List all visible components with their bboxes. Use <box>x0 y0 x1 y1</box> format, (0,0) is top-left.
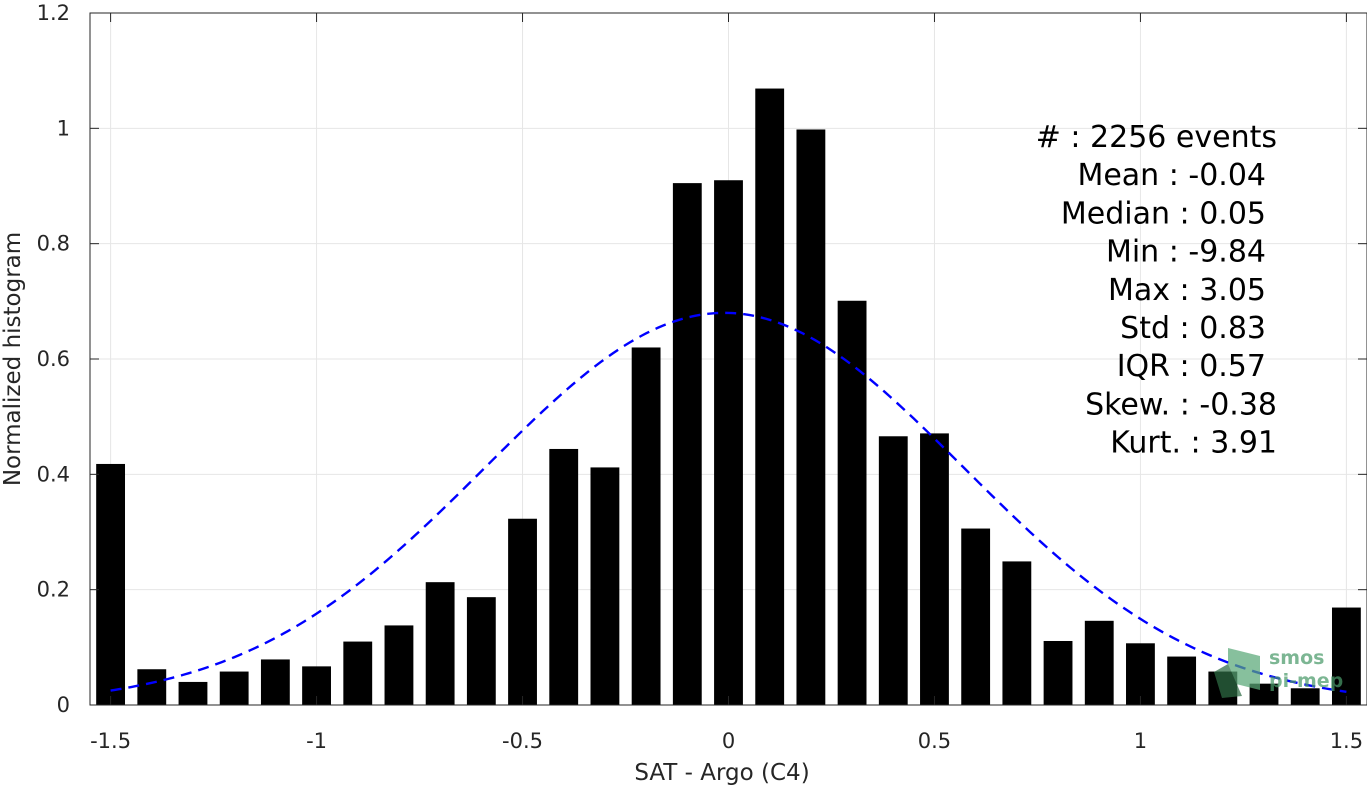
stat-line: # : 2256 events <box>1036 120 1277 155</box>
logo-cube-icon <box>1228 648 1260 690</box>
y-tick-label: 1 <box>57 116 70 140</box>
histogram-bar <box>178 681 208 705</box>
histogram-bar <box>961 528 991 705</box>
histogram-bar <box>384 625 414 705</box>
stat-line: IQR : 0.57 <box>1117 349 1266 384</box>
histogram-bar <box>96 463 126 705</box>
x-tick-label: -0.5 <box>502 729 543 753</box>
histogram-bar <box>755 88 785 705</box>
y-tick-label: 0.2 <box>37 578 70 602</box>
x-tick-label: 0.5 <box>918 729 951 753</box>
histogram-bar <box>1331 607 1361 705</box>
histogram-bar <box>878 436 908 705</box>
histogram-bar <box>1043 640 1073 705</box>
logo-text-pi-mep: pi-mep <box>1269 670 1343 692</box>
stat-line: Kurt. : 3.91 <box>1110 426 1277 461</box>
histogram-bar <box>1002 561 1032 705</box>
stat-line: Std : 0.83 <box>1120 311 1266 346</box>
histogram-bar <box>672 183 702 705</box>
histogram-bar <box>590 467 620 705</box>
histogram-bar <box>549 448 579 705</box>
histogram-bar <box>796 129 826 705</box>
histogram-bar <box>508 518 537 705</box>
logo-text-smos: smos <box>1269 647 1324 669</box>
stat-line: Min : -9.84 <box>1106 235 1266 270</box>
histogram-bar <box>219 671 249 705</box>
x-axis-ticks <box>110 13 1347 705</box>
y-tick-label: 1.2 <box>37 1 70 25</box>
stat-line: Skew. : -0.38 <box>1085 387 1277 422</box>
stat-line: Median : 0.05 <box>1061 196 1266 231</box>
histogram-bar <box>466 597 496 705</box>
logo-cube-side <box>1214 664 1242 698</box>
x-axis-label: SAT - Argo (C4) <box>634 760 809 786</box>
histogram-bar <box>425 582 455 705</box>
histogram-bar <box>631 347 661 705</box>
histogram-bar <box>260 659 290 705</box>
histogram-bar <box>1084 620 1114 705</box>
plot-frame <box>89 12 1367 706</box>
x-tick-label: 0 <box>722 729 735 753</box>
y-tick-label: 0 <box>57 693 70 717</box>
x-axis-tick-labels: -1.5 -1 -0.5 0 0.5 1 1.5 <box>90 729 1363 753</box>
stat-line: Max : 3.05 <box>1108 273 1266 308</box>
histogram-bar <box>837 300 867 705</box>
y-tick-label: 0.8 <box>37 232 70 256</box>
x-tick-label: -1.5 <box>90 729 131 753</box>
y-tick-label: 0.6 <box>37 347 70 371</box>
histogram-bar <box>137 669 167 705</box>
histogram-bar <box>1290 688 1320 705</box>
x-tick-label: 1.5 <box>1330 729 1363 753</box>
x-tick-label: -1 <box>306 729 327 753</box>
x-tick-label: 1 <box>1134 729 1147 753</box>
y-tick-label: 0.4 <box>37 462 70 486</box>
stat-line: Mean : -0.04 <box>1077 158 1266 193</box>
histogram-bars <box>96 88 1361 705</box>
histogram-bar <box>714 180 743 705</box>
normal-fit-curve <box>110 311 1347 693</box>
y-axis-label: Normalized histogram <box>0 232 26 486</box>
histogram-bar <box>1167 656 1197 705</box>
histogram-bar <box>343 641 373 705</box>
smos-pi-mep-logo: smos pi-mep <box>1214 647 1343 698</box>
histogram-bar <box>1126 643 1155 705</box>
y-axis-tick-labels: 0 0.2 0.4 0.6 0.8 1 1.2 <box>37 1 70 717</box>
histogram-bar <box>920 433 949 705</box>
